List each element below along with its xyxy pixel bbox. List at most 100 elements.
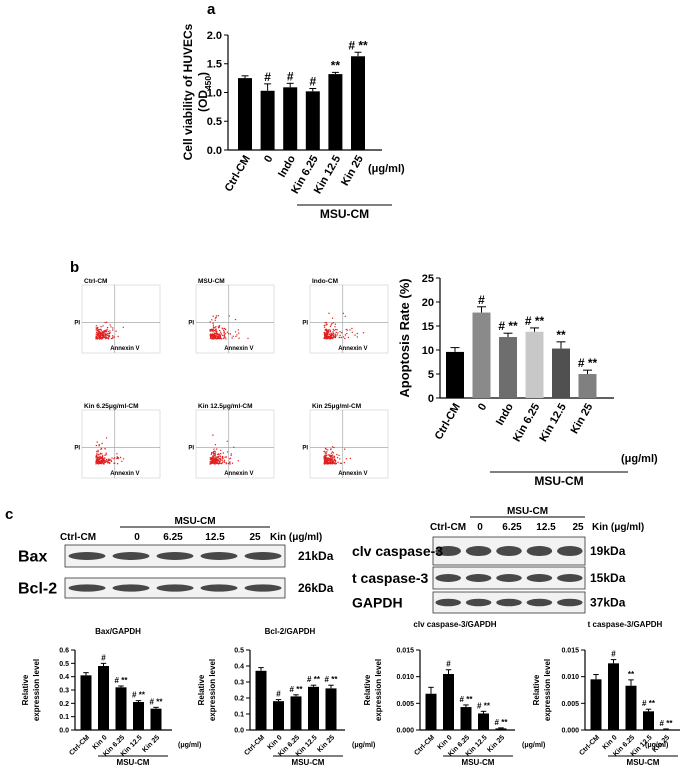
flow-dot <box>98 335 100 338</box>
flow-dot <box>98 459 100 461</box>
flow-dot <box>344 334 347 336</box>
flow-dot <box>108 335 111 338</box>
y-tick-label: 0.010 <box>396 674 414 681</box>
flow-dot <box>329 458 331 460</box>
flow-dot <box>326 461 328 464</box>
protein-label: GAPDH <box>352 594 403 610</box>
bar <box>478 713 489 730</box>
flow-dot <box>211 319 213 321</box>
flow-dot <box>214 459 217 461</box>
flow-dot <box>115 330 117 332</box>
flow-dot <box>217 453 219 456</box>
flow-dot <box>354 334 356 336</box>
group-label: MSU-CM <box>117 758 150 767</box>
bar <box>643 711 654 730</box>
flow-dot <box>97 451 99 453</box>
flow-title: Kin 25μg/ml-CM <box>312 403 361 410</box>
bar <box>499 337 517 398</box>
flow-dot <box>96 450 98 453</box>
flow-dot <box>339 334 341 337</box>
y-tick-label: 0.5 <box>234 647 244 654</box>
flow-dot <box>110 326 112 328</box>
flow-dot <box>328 312 330 314</box>
bar <box>590 679 602 730</box>
flow-dot <box>95 325 98 327</box>
x-tick-label: Kin 25 <box>569 401 596 436</box>
flow-dot <box>329 460 332 462</box>
unit-label: (μg/ml) <box>522 742 545 749</box>
x-tick-label: Ctrl-CM <box>243 734 266 757</box>
flow-dot <box>100 334 102 336</box>
flow-dot <box>209 329 211 331</box>
y-tick-label: 15 <box>422 321 434 333</box>
flow-dot <box>222 461 224 463</box>
y-tick-label: 0.010 <box>561 674 579 681</box>
flow-dot <box>119 456 122 459</box>
flow-plot-frame <box>81 409 161 479</box>
significance-label: # ** <box>495 718 509 727</box>
flow-dot <box>116 457 118 460</box>
flow-dot <box>323 457 326 459</box>
blot-band <box>496 598 522 607</box>
bar <box>150 708 162 730</box>
y-axis-label: (OD450) <box>196 72 213 112</box>
lane-label: 12.5 <box>536 522 556 533</box>
flow-dot <box>234 318 237 321</box>
flow-dot <box>221 338 223 340</box>
flow-dot <box>103 458 105 460</box>
flow-dot <box>223 327 226 330</box>
flow-dot <box>326 323 328 326</box>
y-axis-label: expression level <box>374 659 383 721</box>
x-tick-label: Ctrl-CM <box>68 734 91 757</box>
significance-label: # ** <box>460 695 474 704</box>
chart-title: Bcl-2/GAPDH <box>265 627 316 636</box>
bar <box>290 696 302 730</box>
flow-dot <box>344 315 346 318</box>
flow-dot <box>96 441 99 443</box>
chart-title: clv caspase-3/GAPDH <box>413 620 496 629</box>
flow-dot <box>333 329 335 332</box>
flow-dot <box>209 337 212 339</box>
flow-dot <box>238 337 240 339</box>
bar <box>255 670 267 730</box>
flow-dot <box>210 458 212 460</box>
flow-dot <box>107 338 110 340</box>
flow-dot <box>102 331 105 333</box>
x-tick-label: Kin 25 <box>339 153 366 188</box>
flow-dot <box>356 336 358 338</box>
bar <box>273 701 284 730</box>
lane-label: 6.25 <box>502 522 522 533</box>
flow-dot <box>332 331 334 333</box>
flow-x-label: Annexin V <box>224 346 253 352</box>
flow-dot <box>219 455 222 457</box>
significance-label: # <box>276 690 281 699</box>
flow-dot <box>332 461 334 464</box>
blot-band <box>557 598 583 607</box>
flow-dot <box>332 454 334 456</box>
flow-dot <box>210 460 212 462</box>
flow-dot <box>329 455 331 458</box>
significance-label: # ** <box>115 676 129 685</box>
flow-dot <box>99 338 102 340</box>
y-tick-label: 0.005 <box>561 701 579 708</box>
flow-dot <box>210 453 213 455</box>
flow-dot <box>326 334 328 337</box>
flow-dot <box>103 462 105 464</box>
flow-dot <box>223 461 225 463</box>
flow-dot <box>326 459 328 461</box>
flow-dot <box>218 460 221 462</box>
flow-dot <box>327 459 329 462</box>
flow-dot <box>214 326 216 329</box>
flow-dot <box>340 336 343 339</box>
y-tick-label: 0.4 <box>234 663 244 670</box>
bar <box>460 707 472 730</box>
group-label: MSU-CM <box>627 758 660 767</box>
flow-dot <box>332 462 334 465</box>
flow-dot <box>228 458 230 460</box>
y-axis-label-part: 450 <box>203 76 213 90</box>
x-tick-label: Ctrl-CM <box>578 734 601 757</box>
flow-y-label: PI <box>74 320 80 326</box>
flow-dot <box>215 338 217 340</box>
flow-dot <box>106 330 108 332</box>
blot-band <box>526 598 553 607</box>
